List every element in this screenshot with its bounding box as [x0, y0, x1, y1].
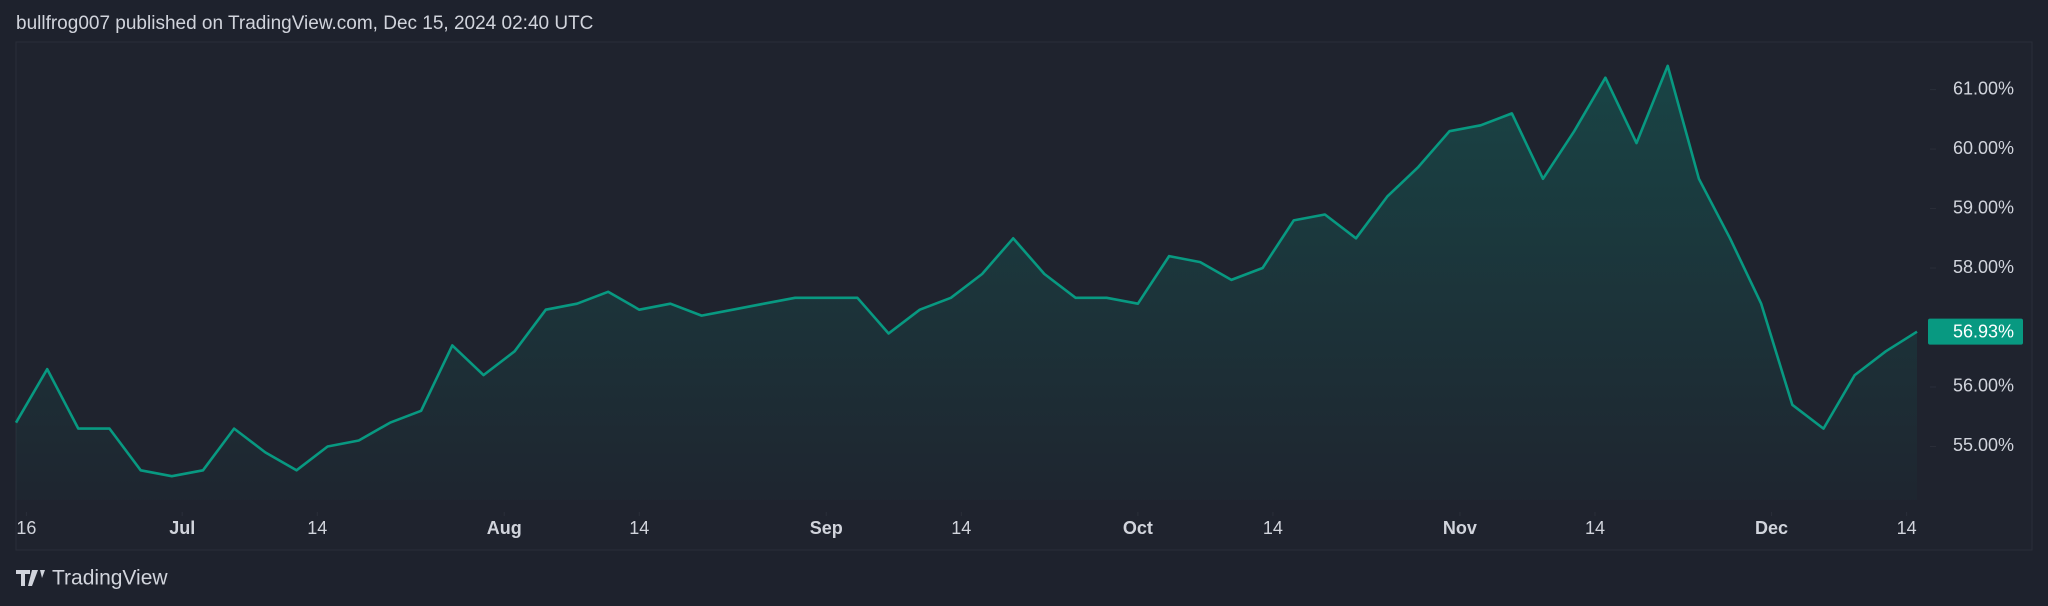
brand-logo	[16, 570, 45, 586]
price-line	[14, 64, 1918, 478]
y-tick-label: 55.00%	[1953, 435, 2014, 455]
last-value-label: 56.93%	[1953, 321, 2014, 341]
y-tick-label: 58.00%	[1953, 257, 2014, 277]
x-tick-label: Oct	[1123, 518, 1153, 538]
x-tick-label: Sep	[810, 518, 843, 538]
last-value-box	[1928, 318, 2023, 345]
x-tick-label: 14	[307, 518, 327, 538]
header: bullfrog007 published on TradingView.com…	[16, 13, 593, 34]
area-fill	[16, 65, 1917, 501]
brand-name: TradingView	[52, 567, 168, 590]
x-tick-label: Aug	[487, 518, 522, 538]
x-tick-label: 16	[16, 518, 36, 538]
x-tick-label: Dec	[1755, 518, 1788, 538]
x-tick-label: 14	[1263, 518, 1283, 538]
x-tick-label: Nov	[1443, 518, 1477, 538]
y-tick-label: 59.00%	[1953, 197, 2014, 217]
x-tick-label: 14	[951, 518, 971, 538]
y-tick-label: 56.00%	[1953, 376, 2014, 396]
y-tick-label: 60.00%	[1953, 138, 2014, 158]
y-tick-label: 61.00%	[1953, 78, 2014, 98]
x-tick-label: 14	[1897, 518, 1917, 538]
x-tick-label: Jul	[169, 518, 195, 538]
x-tick-label: 14	[629, 518, 649, 538]
x-tick-label: 14	[1585, 518, 1605, 538]
